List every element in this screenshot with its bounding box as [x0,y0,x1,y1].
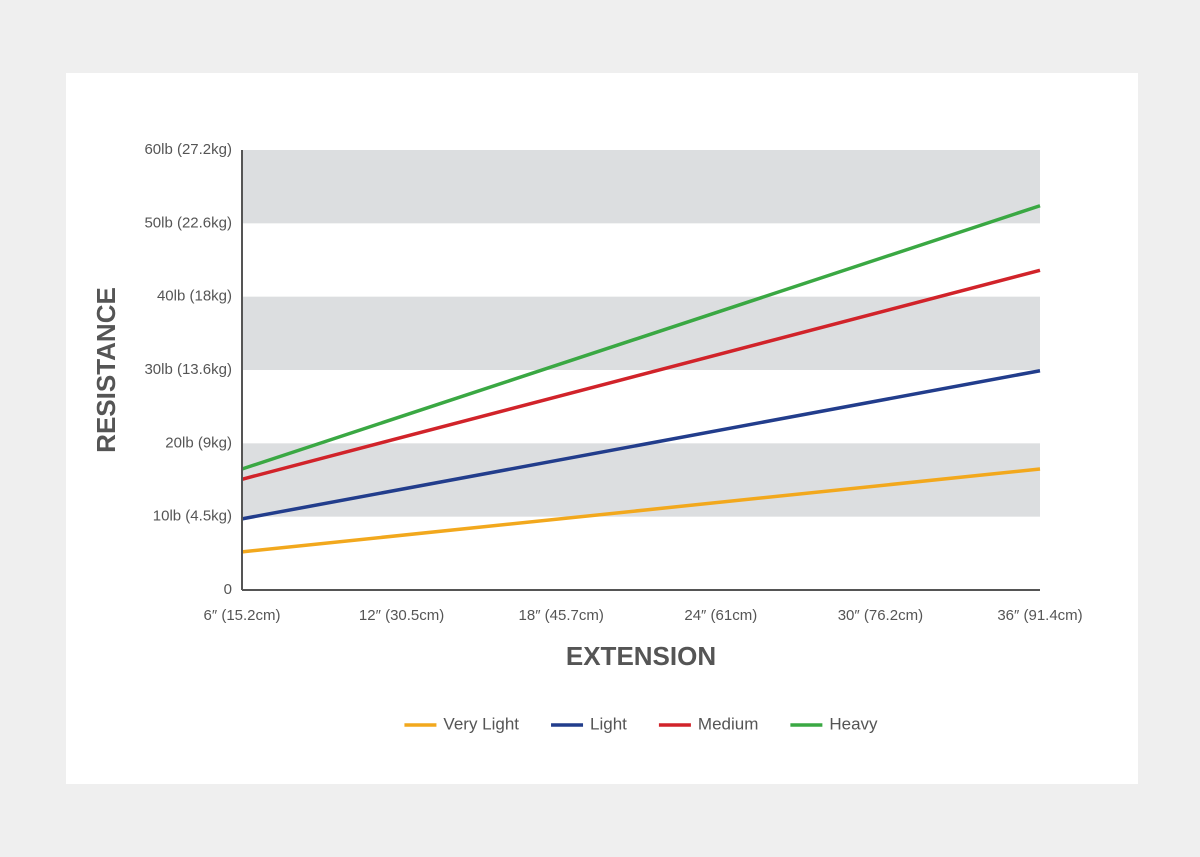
lines [241,204,1041,554]
y-tick-label: 20lb (9kg) [165,434,232,451]
x-tick-label: 30″ (76.2cm) [838,607,923,624]
grid-band [242,443,1040,517]
y-tick-label: 0 [224,581,232,598]
x-axis-title: EXTENSION [566,641,716,671]
y-tick-label: 50lb (22.6kg) [144,214,232,231]
x-tick-label: 36″ (91.4cm) [997,607,1082,624]
series-line [241,467,1041,554]
y-tick-label: 30lb (13.6kg) [144,361,232,378]
series-line [241,369,1041,521]
x-tick-label: 12″ (30.5cm) [359,607,444,624]
series-line [241,204,1041,471]
series-line [241,268,1041,481]
grid-band [242,296,1040,370]
x-tick-label: 24″ (61cm) [684,607,757,624]
y-tick-label: 60lb (27.2kg) [144,141,232,158]
x-tick-label: 6″ (15.2cm) [204,607,281,624]
legend-label: Heavy [829,714,878,733]
y-tick-label: 10lb (4.5kg) [153,508,232,525]
legend-label: Very Light [443,714,519,733]
legend-label: Medium [698,714,758,733]
grid-band [242,150,1040,224]
legend-label: Light [590,714,627,733]
x-tick-label: 18″ (45.7cm) [519,607,604,624]
bands [242,150,1040,517]
y-tick-label: 40lb (18kg) [157,288,232,305]
y-axis-title: RESISTANCE [91,287,121,453]
